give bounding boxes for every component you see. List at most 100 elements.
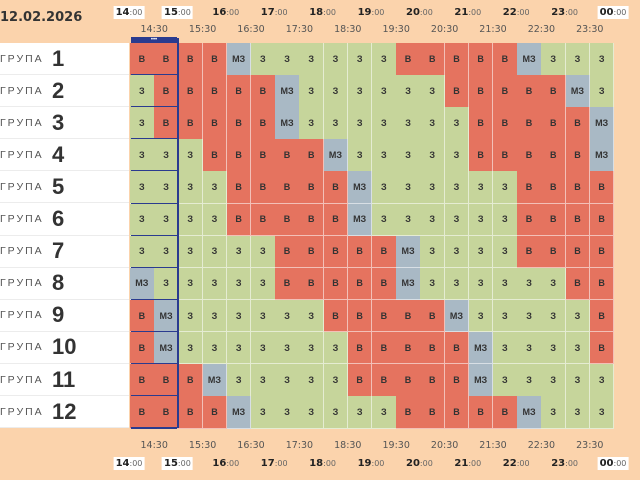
schedule-cell[interactable]: З xyxy=(251,364,276,397)
schedule-cell[interactable]: З xyxy=(226,331,252,365)
schedule-cell[interactable]: В xyxy=(396,396,421,429)
schedule-cell[interactable]: З xyxy=(444,171,470,204)
schedule-cell[interactable]: З xyxy=(444,267,470,301)
schedule-cell[interactable]: З xyxy=(347,43,373,76)
schedule-cell[interactable]: В xyxy=(226,139,252,172)
schedule-cell[interactable]: В xyxy=(130,396,155,429)
schedule-cell[interactable]: В xyxy=(202,75,228,108)
schedule-cell[interactable]: З xyxy=(323,331,349,365)
schedule-cell[interactable]: З xyxy=(517,331,542,365)
schedule-cell[interactable]: В xyxy=(323,203,349,237)
schedule-cell[interactable]: З xyxy=(130,171,155,204)
schedule-cell[interactable]: З xyxy=(154,203,179,237)
schedule-cell[interactable]: З xyxy=(541,331,567,365)
schedule-cell[interactable]: В xyxy=(154,396,179,429)
schedule-cell[interactable]: В xyxy=(468,139,494,172)
schedule-cell[interactable]: З xyxy=(251,267,276,301)
schedule-cell[interactable]: З xyxy=(323,396,349,429)
schedule-cell[interactable]: В xyxy=(154,107,179,140)
schedule-cell[interactable]: З xyxy=(178,139,204,172)
schedule-cell[interactable]: З xyxy=(347,396,373,429)
schedule-cell[interactable]: З xyxy=(202,331,228,365)
schedule-cell[interactable]: МЗ xyxy=(275,75,300,108)
group-row-label[interactable]: ГРУПА 9 xyxy=(0,300,129,332)
schedule-cell[interactable]: З xyxy=(323,75,349,108)
schedule-cell[interactable]: МЗ xyxy=(226,43,252,76)
schedule-cell[interactable]: В xyxy=(154,364,179,397)
schedule-cell[interactable]: В xyxy=(420,299,446,333)
schedule-cell[interactable]: З xyxy=(299,364,325,397)
schedule-cell[interactable]: З xyxy=(154,235,179,269)
schedule-cell[interactable]: В xyxy=(468,75,494,108)
schedule-cell[interactable]: В xyxy=(493,396,518,429)
schedule-cell[interactable]: З xyxy=(130,107,155,140)
schedule-cell[interactable]: В xyxy=(372,364,397,397)
schedule-cell[interactable]: В xyxy=(275,139,300,172)
schedule-cell[interactable]: В xyxy=(493,75,518,108)
schedule-cell[interactable]: З xyxy=(130,235,155,269)
schedule-cell[interactable]: В xyxy=(299,139,325,172)
schedule-cell[interactable]: В xyxy=(444,331,470,365)
schedule-cell[interactable]: МЗ xyxy=(154,299,179,333)
schedule-cell[interactable]: В xyxy=(420,43,446,76)
schedule-cell[interactable]: В xyxy=(154,43,179,76)
schedule-cell[interactable]: В xyxy=(299,235,325,269)
schedule-cell[interactable]: В xyxy=(202,396,228,429)
schedule-cell[interactable]: В xyxy=(275,171,300,204)
current-time-line[interactable] xyxy=(177,38,179,428)
schedule-cell[interactable]: В xyxy=(347,331,373,365)
schedule-cell[interactable]: З xyxy=(541,364,567,397)
schedule-cell[interactable]: МЗ xyxy=(565,75,591,108)
schedule-cell[interactable]: З xyxy=(299,107,325,140)
schedule-cell[interactable]: МЗ xyxy=(589,139,615,172)
schedule-cell[interactable]: З xyxy=(420,267,446,301)
schedule-cell[interactable]: З xyxy=(420,235,446,269)
schedule-cell[interactable]: З xyxy=(323,43,349,76)
group-row-label[interactable]: ГРУПА 11 xyxy=(0,364,129,396)
schedule-cell[interactable]: З xyxy=(444,107,470,140)
schedule-cell[interactable]: В xyxy=(202,43,228,76)
schedule-cell[interactable]: З xyxy=(251,43,276,76)
schedule-cell[interactable]: З xyxy=(178,235,204,269)
schedule-cell[interactable]: В xyxy=(178,364,204,397)
schedule-cell[interactable]: В xyxy=(323,267,349,301)
schedule-cell[interactable]: В xyxy=(130,299,155,333)
schedule-cell[interactable]: В xyxy=(251,139,276,172)
schedule-cell[interactable]: В xyxy=(299,203,325,237)
schedule-cell[interactable]: В xyxy=(396,43,421,76)
schedule-cell[interactable]: З xyxy=(130,203,155,237)
schedule-cell[interactable]: З xyxy=(251,299,276,333)
schedule-cell[interactable]: В xyxy=(565,235,591,269)
schedule-cell[interactable]: В xyxy=(396,364,421,397)
schedule-cell[interactable]: В xyxy=(589,171,615,204)
schedule-cell[interactable]: З xyxy=(202,171,228,204)
schedule-cell[interactable]: З xyxy=(275,43,300,76)
schedule-cell[interactable]: З xyxy=(468,235,494,269)
schedule-cell[interactable]: З xyxy=(202,267,228,301)
schedule-cell[interactable]: В xyxy=(420,364,446,397)
schedule-cell[interactable]: В xyxy=(130,43,155,76)
schedule-cell[interactable]: В xyxy=(444,75,470,108)
schedule-cell[interactable]: З xyxy=(202,235,228,269)
schedule-cell[interactable]: В xyxy=(541,75,567,108)
schedule-cell[interactable]: З xyxy=(444,203,470,237)
schedule-cell[interactable]: В xyxy=(202,139,228,172)
schedule-cell[interactable]: З xyxy=(396,75,421,108)
schedule-cell[interactable]: З xyxy=(493,267,518,301)
schedule-cell[interactable]: В xyxy=(589,299,615,333)
group-row-label[interactable]: ГРУПА 3 xyxy=(0,107,129,140)
schedule-cell[interactable]: В xyxy=(372,267,397,301)
schedule-cell[interactable]: З xyxy=(420,75,446,108)
group-row-label[interactable]: ГРУПА 5 xyxy=(0,171,129,204)
schedule-cell[interactable]: МЗ xyxy=(323,139,349,172)
schedule-cell[interactable]: З xyxy=(202,299,228,333)
schedule-cell[interactable]: З xyxy=(372,107,397,140)
schedule-cell[interactable]: В xyxy=(226,203,252,237)
schedule-cell[interactable]: З xyxy=(372,171,397,204)
group-row-label[interactable]: ГРУПА 2 xyxy=(0,75,129,108)
schedule-cell[interactable]: З xyxy=(299,396,325,429)
group-row-label[interactable]: ГРУПА 8 xyxy=(0,268,129,300)
schedule-cell[interactable]: В xyxy=(493,107,518,140)
schedule-cell[interactable]: В xyxy=(468,107,494,140)
schedule-cell[interactable]: З xyxy=(251,396,276,429)
